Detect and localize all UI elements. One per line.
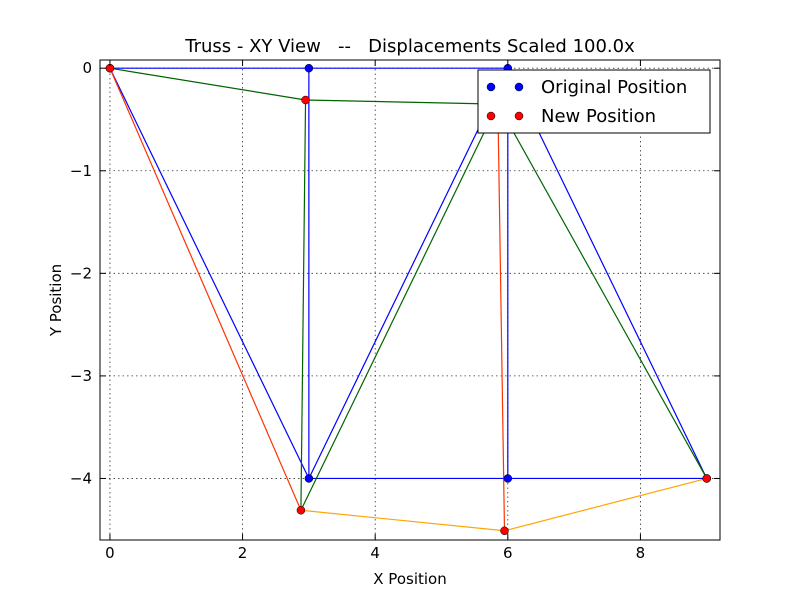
new-member: [504, 477, 707, 532]
x-tick-label: 0: [105, 544, 115, 562]
chart-title: Truss - XY View -- Displacements Scaled …: [184, 36, 635, 57]
x-tick-label: 8: [636, 544, 646, 562]
original-member: [109, 67, 310, 479]
y-tick-label: 0: [82, 59, 92, 77]
original-member: [507, 67, 708, 479]
y-tick-label: −2: [70, 264, 92, 282]
legend: Original Position New Position: [477, 69, 711, 134]
new-node: [702, 474, 711, 483]
legend-marker-new-2: [514, 111, 524, 121]
legend-label-new: New Position: [541, 106, 656, 127]
new-member: [109, 67, 302, 511]
x-axis-label: X Position: [373, 570, 446, 588]
original-node: [503, 474, 513, 483]
original-node: [304, 474, 314, 483]
new-node: [500, 526, 509, 536]
original-member: [308, 67, 509, 479]
legend-box: [477, 69, 711, 134]
ticks: 0 2 4 6 8 0 −1 −2 −3 −4: [70, 59, 720, 562]
y-tick-label: −1: [70, 162, 92, 180]
new-member: [305, 99, 498, 105]
original-members: [109, 67, 708, 480]
new-member: [109, 67, 306, 101]
plot-area: [100, 60, 720, 540]
new-node: [296, 506, 306, 515]
new-member: [300, 103, 499, 511]
original-node: [304, 63, 314, 73]
x-tick-label: 2: [238, 544, 248, 562]
new-member: [497, 103, 708, 479]
x-tick-label: 4: [370, 544, 380, 562]
new-member: [300, 99, 307, 511]
new-member: [497, 104, 506, 531]
new-member: [300, 509, 505, 532]
legend-marker-original-1: [486, 82, 496, 92]
legend-marker-new-1: [486, 111, 496, 121]
y-axis-label: Y Position: [47, 264, 65, 337]
x-tick-label: 6: [503, 544, 513, 562]
new-node: [301, 95, 310, 105]
new-members: [109, 67, 708, 532]
legend-marker-original-2: [514, 82, 524, 92]
legend-label-original: Original Position: [541, 77, 687, 98]
y-tick-label: −4: [70, 469, 92, 487]
plot-frame: [99, 59, 721, 541]
y-tick-label: −3: [70, 367, 92, 385]
